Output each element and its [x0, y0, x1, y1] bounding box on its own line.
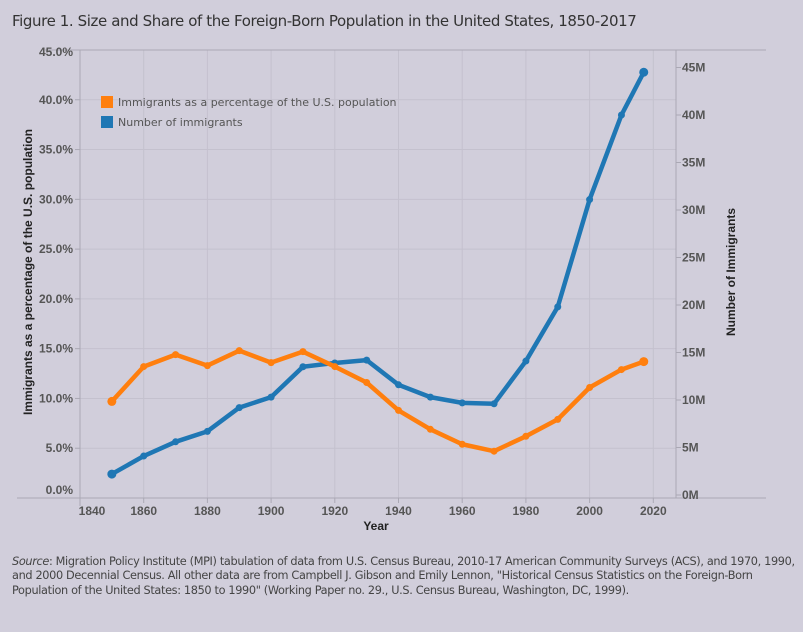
data-point	[172, 438, 180, 446]
x-tick-label: 1860	[130, 504, 157, 518]
y-left-tick-label: 45.0%	[39, 45, 73, 59]
data-point	[267, 393, 275, 401]
data-point	[490, 400, 498, 408]
y-left-tick-label: 35.0%	[39, 143, 73, 157]
series-line	[109, 70, 646, 477]
y-left-tick-label: 25.0%	[39, 242, 73, 256]
data-point	[554, 415, 562, 423]
y-right-tick-label: 15M	[682, 346, 705, 360]
y-left-tick-label: 30.0%	[39, 192, 73, 206]
data-point	[107, 396, 117, 406]
x-axis-ticks: 1840 1860 1880 1900 1920 1940 1960 1980 2000 2020	[79, 498, 667, 518]
data-point	[586, 383, 594, 391]
legend-label-percent: Immigrants as a percentage of the U.S. p…	[118, 96, 397, 109]
x-tick-label: 1960	[449, 504, 476, 518]
source-note: Source: Migration Policy Institute (MPI)…	[12, 555, 797, 598]
legend: Immigrants as a percentage of the U.S. p…	[101, 96, 397, 129]
x-tick-label: 2000	[576, 504, 603, 518]
data-point	[458, 440, 466, 448]
legend-label-number: Number of immigrants	[118, 116, 243, 129]
x-tick-label: 1840	[79, 504, 106, 518]
legend-swatch-number	[101, 116, 113, 128]
data-point	[490, 447, 498, 455]
data-point	[235, 347, 243, 355]
y-right-tick-label: 20M	[682, 298, 705, 312]
series-number	[107, 67, 649, 479]
data-point	[554, 303, 562, 311]
x-tick-label: 2020	[640, 504, 667, 518]
y-right-tick-label: 40M	[682, 108, 705, 122]
data-point	[203, 362, 211, 370]
data-point	[586, 196, 594, 204]
series-line	[109, 348, 646, 454]
x-tick-label: 1980	[513, 504, 540, 518]
x-axis-title: Year	[363, 519, 389, 533]
data-point	[522, 432, 530, 440]
data-point	[522, 357, 530, 365]
data-point	[172, 351, 180, 359]
legend-swatch-percent	[101, 96, 113, 108]
data-point	[617, 366, 625, 374]
data-point	[395, 381, 402, 389]
chart: 1840 1860 1880 1900 1920 1940 1960 1980 2000 2020…	[17, 45, 766, 533]
y-left-tick-label: 5.0%	[46, 441, 74, 455]
x-tick-label: 1920	[321, 504, 348, 518]
data-point	[426, 393, 434, 401]
series-lines	[107, 67, 649, 479]
y-right-tick-label: 0M	[682, 488, 699, 502]
data-point	[235, 404, 243, 412]
y-right-tick-label: 45M	[682, 61, 705, 75]
data-point	[140, 452, 148, 460]
y-right-tick-label: 5M	[682, 441, 699, 455]
y-left-tick-label: 15.0%	[39, 342, 73, 356]
x-tick-label: 1940	[385, 504, 412, 518]
data-point	[426, 425, 434, 433]
data-point	[331, 363, 339, 371]
data-point	[299, 363, 307, 371]
y-right-axis-title: Number of Immigrants	[724, 208, 738, 336]
y-left-tick-label: 20.0%	[39, 292, 73, 306]
data-point	[639, 67, 649, 77]
data-point	[639, 357, 649, 367]
data-point	[458, 399, 466, 407]
y-left-tick-label: 10.0%	[39, 391, 73, 405]
data-point	[203, 427, 211, 435]
data-point	[140, 363, 148, 371]
x-tick-label: 1900	[258, 504, 285, 518]
y-right-tick-label: 10M	[682, 393, 705, 407]
y-left-axis-title: Immigrants as a percentage of the U.S. p…	[21, 129, 35, 415]
data-point	[363, 356, 371, 364]
y-left-tick-label: 40.0%	[39, 93, 73, 107]
axes	[17, 49, 766, 506]
data-point	[267, 359, 275, 367]
y-right-axis-ticks: 0M 5M 10M 15M 20M 25M 30M 35M 40M 45M	[676, 61, 705, 502]
figure-title: Figure 1. Size and Share of the Foreign-…	[12, 12, 637, 30]
data-point	[395, 406, 402, 414]
y-right-tick-label: 25M	[682, 251, 705, 265]
data-point	[617, 111, 625, 119]
y-right-tick-label: 30M	[682, 203, 705, 217]
data-point	[299, 348, 307, 356]
data-point	[363, 379, 371, 387]
series-percent	[107, 347, 649, 455]
x-tick-label: 1880	[194, 504, 221, 518]
data-point	[107, 469, 117, 479]
source-text: : Migration Policy Institute (MPI) tabul…	[12, 555, 795, 597]
y-left-tick-label: 0.0%	[46, 483, 74, 497]
y-right-tick-label: 35M	[682, 156, 705, 170]
y-left-axis-ticks: 0.0% 5.0% 10.0% 15.0% 20.0% 25.0% 30.0% 35.0% 40…	[39, 45, 80, 499]
source-label: Source	[12, 555, 49, 568]
